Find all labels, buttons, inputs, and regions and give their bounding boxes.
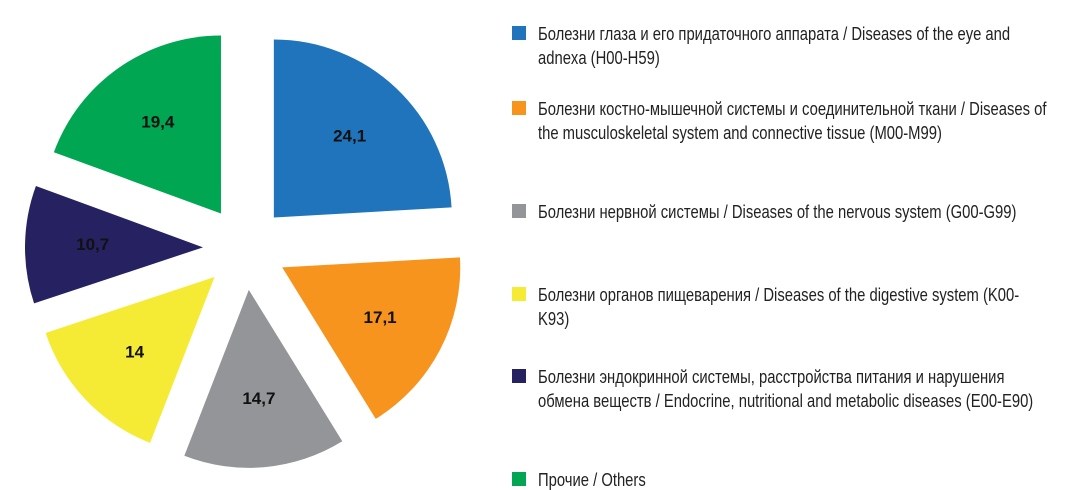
pie-slice [45, 276, 215, 443]
legend-label: Прочие / Others [538, 469, 646, 490]
legend-swatch [512, 472, 526, 486]
legend-swatch [512, 26, 526, 40]
pie-slice [25, 185, 204, 304]
data-label: 14 [125, 342, 144, 361]
pie-slice [282, 257, 461, 419]
legend-label: Болезни костно-мышечной системы и соедин… [538, 98, 1047, 143]
legend-swatch [512, 101, 526, 115]
legend-label: Болезни нервной системы / Diseases of th… [538, 201, 1017, 222]
data-label: 10,7 [76, 235, 109, 254]
legend-swatch [512, 204, 526, 218]
data-label: 17,1 [364, 308, 397, 327]
pie: 24,1 17,1 14,7 14 10,7 19,4 [25, 35, 461, 468]
data-label: 19,4 [141, 113, 175, 132]
data-label: 24,1 [333, 127, 366, 146]
legend-label: Болезни глаза и его придаточного аппарат… [538, 23, 1011, 68]
pie-slice [184, 289, 343, 468]
legend-swatch [512, 369, 526, 383]
legend-label: Болезни эндокринной системы, расстройств… [538, 366, 1034, 411]
pie-slice [273, 39, 452, 218]
pie-slice [53, 35, 221, 214]
legend-swatch [512, 287, 526, 301]
data-label: 14,7 [242, 389, 275, 408]
legend-label: Болезни органов пищеварения / Diseases o… [538, 284, 1020, 329]
